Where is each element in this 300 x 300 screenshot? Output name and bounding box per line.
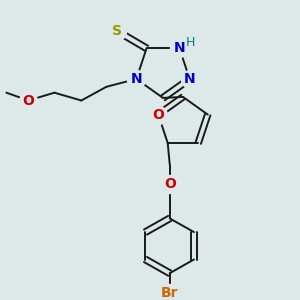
- Text: N: N: [130, 72, 142, 86]
- Text: Br: Br: [161, 286, 178, 300]
- Text: O: O: [22, 94, 34, 107]
- Text: N: N: [184, 72, 195, 86]
- Text: O: O: [152, 107, 164, 122]
- Text: N: N: [174, 41, 185, 55]
- Text: S: S: [112, 24, 122, 38]
- Text: O: O: [164, 177, 176, 191]
- Text: H: H: [186, 36, 195, 49]
